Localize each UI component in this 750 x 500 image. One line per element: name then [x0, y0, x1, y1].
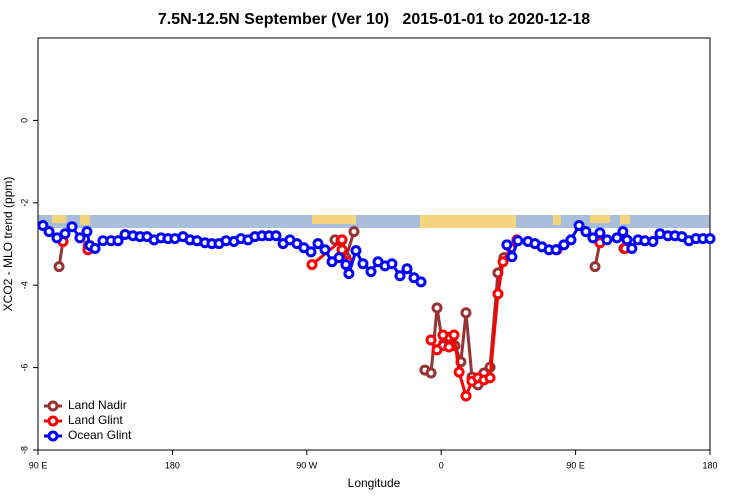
data-point — [394, 270, 406, 282]
x-axis-label: Longitude — [348, 476, 401, 490]
data-point — [497, 256, 509, 268]
legend-item: Land Glint — [44, 413, 123, 427]
land-patch — [553, 215, 561, 225]
x-tick-label: 180 — [165, 460, 180, 470]
y-tick-label: 0 — [19, 118, 29, 123]
land-patch — [420, 215, 516, 228]
data-point — [386, 258, 398, 270]
y-tick-label: -2 — [19, 199, 29, 207]
y-tick-label: -6 — [19, 364, 29, 372]
data-point — [43, 226, 55, 238]
chart-title: 7.5N-12.5N September (Ver 10) 2015-01-01… — [158, 11, 590, 28]
data-point — [357, 258, 369, 270]
legend-swatch-point — [47, 400, 59, 412]
data-point — [350, 245, 362, 257]
data-point — [587, 232, 599, 244]
land-patch — [80, 215, 90, 225]
data-point — [74, 232, 86, 244]
data-point — [59, 228, 71, 240]
data-point — [611, 232, 623, 244]
y-axis-label: XCO2 - MLO trend (ppm) — [1, 177, 15, 312]
legend-item: Ocean Glint — [44, 428, 132, 442]
data-point — [89, 243, 101, 255]
data-point — [312, 238, 324, 250]
data-point — [573, 219, 585, 231]
data-point — [305, 246, 317, 258]
data-point — [112, 235, 124, 247]
data-point — [437, 329, 449, 341]
data-point — [506, 251, 518, 263]
legend-item: Land Nadir — [44, 398, 127, 412]
data-point — [460, 390, 472, 402]
data-point — [601, 234, 613, 246]
data-point — [81, 226, 93, 238]
data-point — [270, 230, 282, 242]
data-point — [492, 288, 504, 300]
data-point — [53, 261, 65, 273]
legend-label: Land Nadir — [68, 398, 127, 412]
y-tick-label: -8 — [19, 446, 29, 454]
data-point — [550, 244, 562, 256]
data-point — [348, 226, 360, 238]
legend-label: Ocean Glint — [68, 428, 132, 442]
data-point — [336, 234, 348, 246]
data-point — [558, 239, 570, 251]
x-tick-label: 90 E — [566, 460, 585, 470]
data-point — [443, 341, 455, 353]
data-point — [512, 235, 524, 247]
data-point — [704, 233, 716, 245]
data-point — [306, 259, 318, 271]
land-patch — [590, 215, 610, 223]
x-tick-label: 90 E — [29, 460, 48, 470]
land-patch — [620, 215, 630, 224]
data-point — [617, 226, 629, 238]
data-point — [425, 334, 437, 346]
data-point — [453, 366, 465, 378]
land-patch — [312, 215, 356, 224]
data-point — [501, 239, 513, 251]
land-ocean-strip — [38, 215, 710, 228]
data-point — [621, 234, 633, 246]
x-tick-label: 0 — [439, 460, 444, 470]
data-point — [448, 329, 460, 341]
data-point — [425, 367, 437, 379]
y-tick-label: -4 — [19, 281, 29, 289]
data-point — [580, 226, 592, 238]
data-point — [589, 261, 601, 273]
data-point — [594, 227, 606, 239]
data-point — [460, 307, 472, 319]
data-point — [626, 243, 638, 255]
data-point — [565, 234, 577, 246]
data-point — [415, 276, 427, 288]
data-point — [431, 302, 443, 314]
legend-swatch-point — [47, 415, 59, 427]
data-point — [484, 372, 496, 384]
data-point — [51, 232, 63, 244]
legend-label: Land Glint — [68, 413, 123, 427]
data-point — [37, 219, 49, 231]
land-patch — [52, 215, 66, 223]
x-tick-label: 180 — [702, 460, 717, 470]
legend-swatch-point — [47, 430, 59, 442]
data-point — [319, 244, 331, 256]
data-point — [66, 221, 78, 233]
data-point — [343, 268, 355, 280]
data-point — [365, 266, 377, 278]
data-point — [333, 252, 345, 264]
ocean-band — [38, 215, 710, 228]
data-point — [340, 259, 352, 271]
data-point — [647, 236, 659, 248]
x-tick-label: 90 W — [296, 460, 318, 470]
data-point — [431, 344, 443, 356]
data-point — [401, 263, 413, 275]
